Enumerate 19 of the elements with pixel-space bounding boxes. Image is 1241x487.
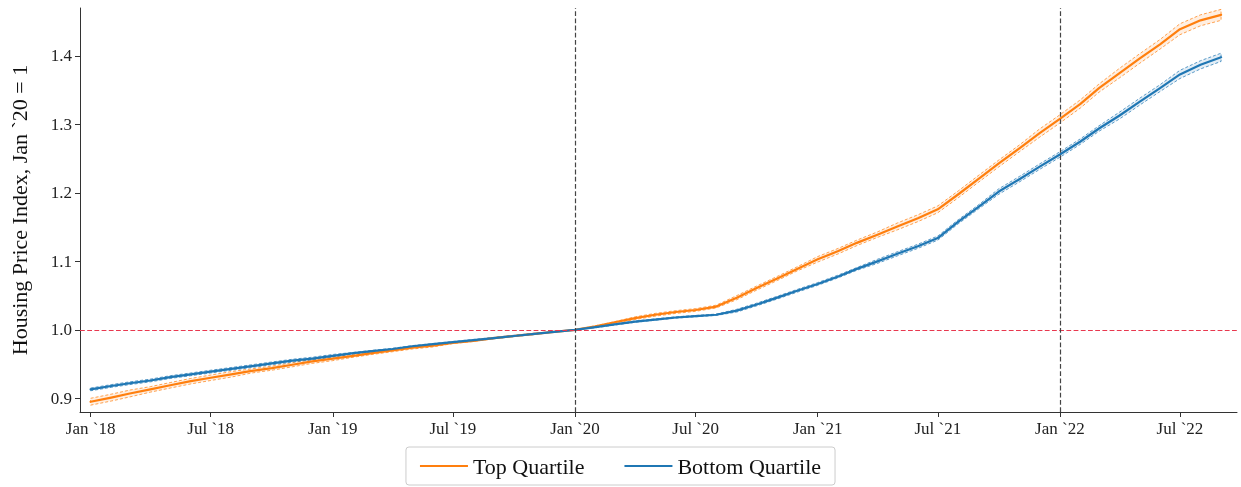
y-tick-label: 0.9 xyxy=(50,388,72,408)
x-tick-label: Jul `19 xyxy=(429,419,477,438)
y-tick-label: 1.3 xyxy=(50,114,72,134)
x-tick-label: Jul `20 xyxy=(672,419,720,438)
x-tick-label: Jan `19 xyxy=(307,419,358,438)
x-tick-label: Jan `22 xyxy=(1035,419,1085,438)
x-tick-label: Jan `20 xyxy=(550,419,600,438)
y-tick-label: 1.1 xyxy=(50,251,72,271)
x-tick-label: Jul `21 xyxy=(914,419,962,438)
y-tick-label: 1.0 xyxy=(50,320,72,340)
y-axis-title: Housing Price Index, Jan `20 = 1 xyxy=(6,64,32,356)
x-tick-label: Jan `21 xyxy=(792,419,843,438)
x-tick-label: Jul `22 xyxy=(1156,419,1204,438)
y-tick-label: 1.4 xyxy=(50,46,73,66)
legend-label: Top Quartile xyxy=(472,453,585,479)
y-tick-label: 1.2 xyxy=(50,183,72,203)
x-tick-label: Jan `18 xyxy=(65,419,116,438)
x-tick-label: Jul `18 xyxy=(187,419,235,438)
legend-label: Bottom Quartile xyxy=(677,453,822,479)
